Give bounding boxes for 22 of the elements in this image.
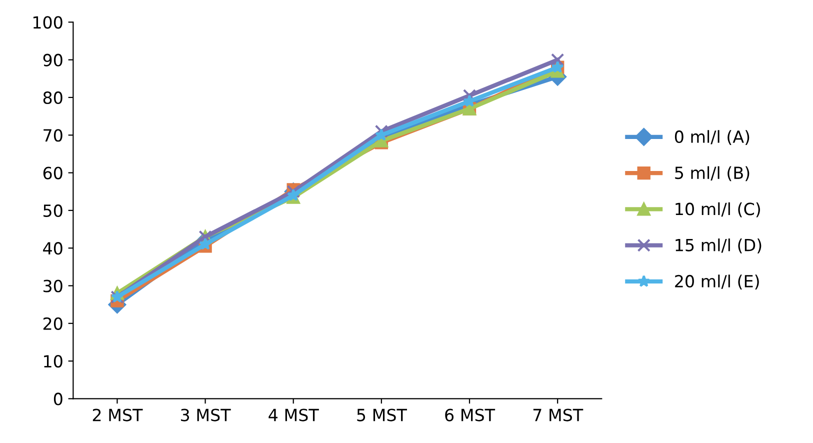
legend-label: 20 ml/l (E)	[675, 274, 759, 290]
x-tick-label: 2 MST	[92, 408, 143, 422]
y-tick-label: 50	[44, 204, 62, 217]
x-tick-label: 6 MST	[445, 408, 496, 422]
x-tick-label: 7 MST	[533, 408, 584, 422]
y-tick-label: 0	[54, 392, 62, 406]
y-tick-label: 80	[43, 91, 62, 104]
y-tick-label: 90	[43, 54, 62, 66]
legend-label: 10 ml/l (C)	[676, 202, 760, 218]
x-tick-label: 4 MST	[268, 408, 319, 422]
legend-label: 5 ml/l (B)	[675, 166, 750, 182]
y-tick-label: 100	[33, 16, 62, 29]
x-tick-label: 3 MST	[181, 408, 231, 422]
y-tick-label: 70	[44, 129, 62, 142]
legend-label: 0 ml/l (A)	[674, 130, 750, 145]
legend-label: 15 ml/l (D)	[676, 238, 762, 254]
y-tick-label: 10	[44, 355, 62, 368]
x-tick-label: 5 MST	[357, 408, 407, 422]
y-tick-label: 60	[43, 166, 62, 180]
y-tick-label: 40	[43, 242, 62, 255]
y-tick-label: 20	[43, 317, 62, 330]
y-tick-label: 30	[44, 280, 62, 292]
